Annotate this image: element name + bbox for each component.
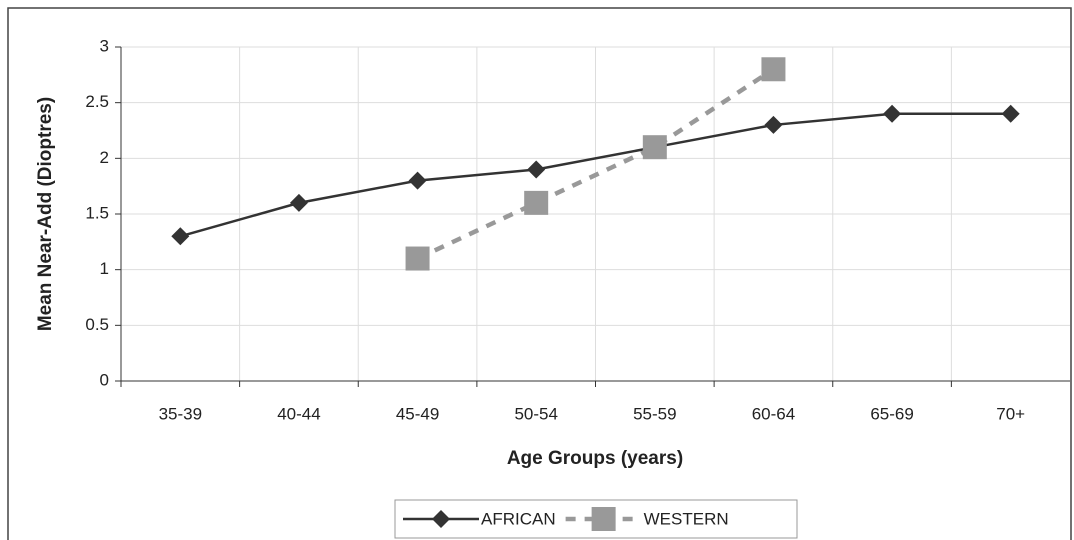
point [408,171,427,190]
point [524,190,549,215]
chart-frame [7,7,1072,540]
y-tick-label: 1 [100,259,109,278]
y-tick-label: 3 [100,36,109,55]
x-tick-label: 45-49 [396,404,439,423]
y-tick-label: 0 [100,370,109,389]
series-line [179,112,1011,238]
point [527,160,546,179]
point [642,135,667,160]
point [1001,104,1020,123]
y-tick-label: 2.5 [85,92,109,111]
x-tick-label: 50-54 [514,404,557,423]
point [883,104,902,123]
legend-label: AFRICAN [481,509,556,528]
x-tick-label: 60-64 [752,404,795,423]
x-tick-label: 70+ [996,404,1025,423]
x-tick-label: 55-59 [633,404,676,423]
y-tick-label: 0.5 [85,315,109,334]
x-tick-label: 65-69 [870,404,913,423]
series-line [416,67,775,261]
point [761,57,786,82]
x-tick-label: 35-39 [159,404,202,423]
point [405,246,430,271]
point [171,227,190,246]
point [289,193,308,212]
x-axis-label: Age Groups (years) [507,448,683,469]
y-axis-label: Mean Near-Add (Dioptres) [35,97,56,331]
y-tick-label: 1.5 [85,203,109,222]
point [764,115,783,134]
legend-label: WESTERN [644,509,729,528]
legend-marker [432,510,450,528]
legend-marker [591,507,616,531]
x-tick-label: 40-44 [277,404,320,423]
y-tick-label: 2 [100,148,109,167]
